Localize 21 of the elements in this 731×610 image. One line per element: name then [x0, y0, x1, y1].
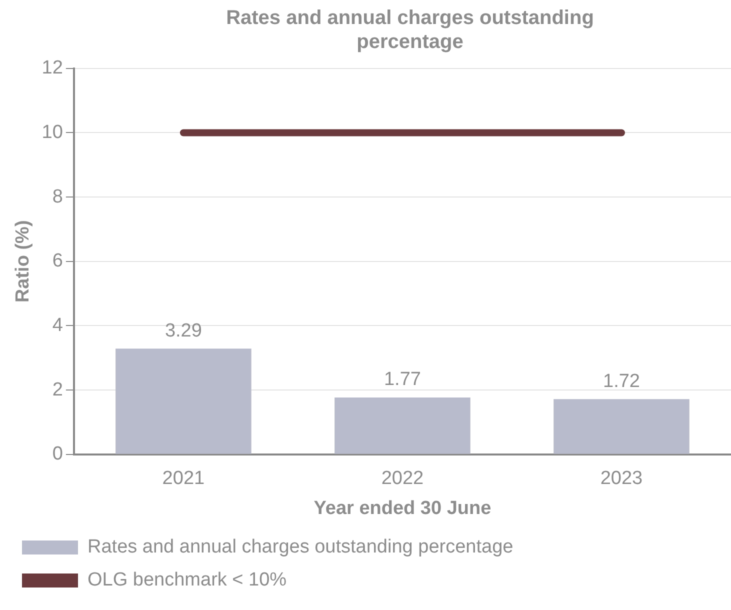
x-tick-label: 2023	[600, 468, 643, 490]
x-tick-label: 2022	[381, 468, 424, 490]
y-tick-label: 4	[52, 314, 64, 336]
legend-label: OLG benchmark < 10%	[88, 570, 287, 591]
y-tick-label: 10	[42, 122, 63, 143]
bar	[116, 348, 252, 454]
chart-title: Rates and annual charges outstanding percentage	[225, 6, 595, 54]
y-axis-title: Ratio (%)	[12, 220, 34, 303]
x-axis-title: Year ended 30 June	[314, 498, 492, 519]
bar	[554, 399, 690, 454]
x-tick-label: 2021	[162, 468, 205, 490]
bar	[334, 397, 470, 454]
legend-label: Rates and annual charges outstanding percentage	[88, 536, 514, 558]
y-tick-label: 12	[42, 58, 63, 79]
y-tick-label: 6	[52, 250, 63, 272]
data-label: 1.72	[602, 370, 640, 392]
y-tick-label: 8	[52, 186, 63, 208]
y-tick-label: 0	[52, 444, 63, 465]
data-label: 3.29	[164, 320, 202, 342]
y-tick-label: 2	[52, 379, 63, 400]
data-label: 1.77	[384, 369, 421, 390]
